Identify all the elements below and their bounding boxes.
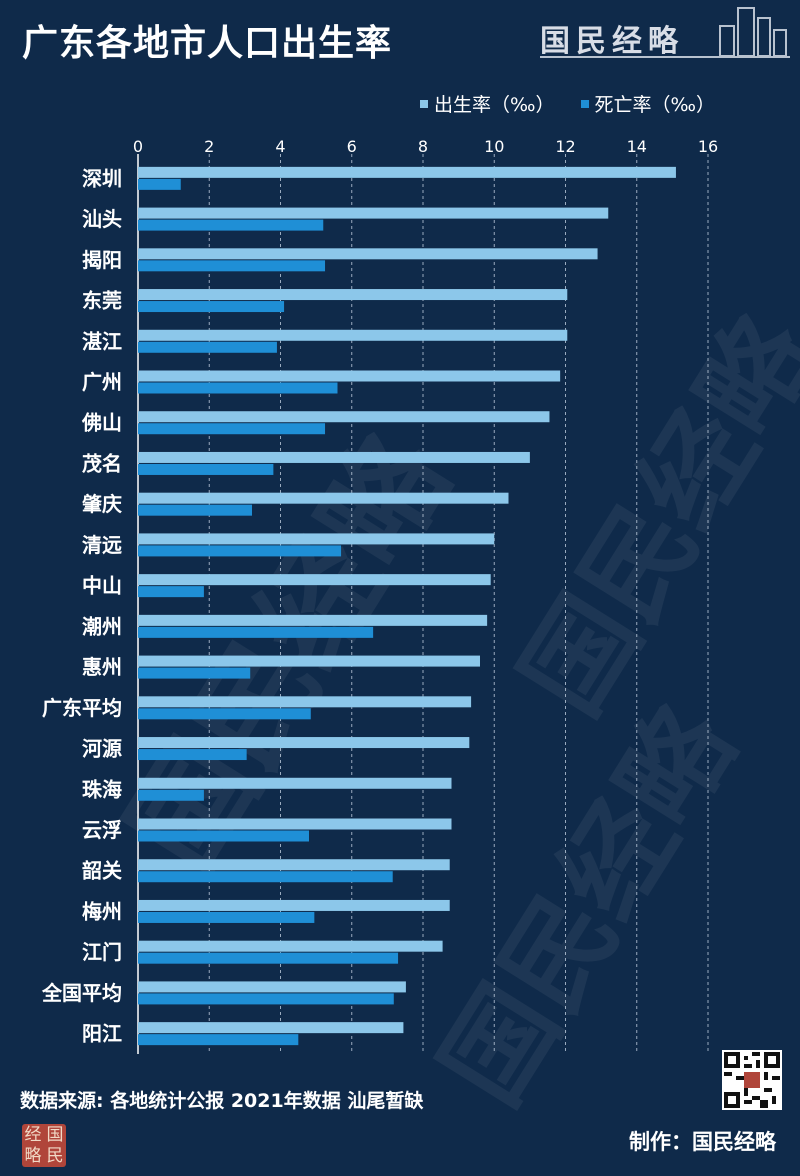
x-tick-label: 16 xyxy=(698,137,718,156)
bar-birth-rate xyxy=(138,737,470,749)
x-tick-label: 10 xyxy=(484,137,504,156)
category-label: 阳江 xyxy=(82,1022,122,1046)
bar-birth-rate xyxy=(138,289,568,301)
maker-credit: 制作：国民经略 xyxy=(629,1130,776,1154)
category-label: 中山 xyxy=(82,574,122,598)
qr-code xyxy=(722,1050,782,1110)
bar-death-rate xyxy=(138,545,342,557)
bar-death-rate xyxy=(138,911,315,923)
bar-birth-rate xyxy=(138,207,609,219)
bar-birth-rate xyxy=(138,329,568,341)
category-label: 江门 xyxy=(82,940,122,964)
bar-birth-rate xyxy=(138,696,472,708)
legend-label-death: 死亡率（‰） xyxy=(594,94,716,116)
bar-birth-rate xyxy=(138,533,495,545)
bar-birth-rate xyxy=(138,859,450,871)
category-label: 河源 xyxy=(82,737,122,761)
bar-death-rate xyxy=(138,219,324,231)
qr-code-icon xyxy=(724,1052,780,1108)
bar-death-rate xyxy=(138,463,274,475)
category-label: 清远 xyxy=(82,533,122,557)
legend-swatch-death xyxy=(580,99,589,108)
bar-birth-rate xyxy=(138,370,561,382)
legend-item-birth: 出生率（‰） xyxy=(420,90,555,117)
bar-death-rate xyxy=(138,260,326,272)
bar-death-rate xyxy=(138,830,309,842)
bar-chart: 0 2 4 6 8 10 12 14 16 深圳汕头揭阳东莞湛江广州佛山茂名肇庆清远中山潮州惠州广… xyxy=(41,137,718,1054)
bar-death-rate xyxy=(138,871,393,883)
x-tick-label: 6 xyxy=(347,137,357,156)
bar-birth-rate xyxy=(138,166,676,178)
x-tick-label: 2 xyxy=(204,137,214,156)
category-label: 惠州 xyxy=(82,655,122,679)
legend: 出生率（‰） 死亡率（‰） xyxy=(420,90,715,117)
legend-swatch-birth xyxy=(420,99,428,108)
legend-label-birth: 出生率（‰） xyxy=(434,94,555,116)
bar-death-rate xyxy=(138,423,326,435)
bar-birth-rate xyxy=(138,411,550,423)
category-label: 湛江 xyxy=(82,329,122,353)
category-label: 揭阳 xyxy=(82,248,122,272)
bar-death-rate xyxy=(138,341,277,353)
bar-birth-rate xyxy=(138,1022,404,1034)
bar-birth-rate xyxy=(138,899,450,911)
bar-birth-rate xyxy=(138,574,491,586)
category-label: 云浮 xyxy=(82,818,122,842)
bar-death-rate xyxy=(138,708,311,720)
x-tick-label: 14 xyxy=(627,137,647,156)
category-label: 梅州 xyxy=(82,899,122,923)
bar-death-rate xyxy=(138,382,338,394)
seal-char: 民 xyxy=(46,1146,64,1166)
bar-death-rate xyxy=(138,1034,299,1046)
seal-char: 经 xyxy=(24,1125,42,1145)
bar-death-rate xyxy=(138,301,285,313)
category-label: 佛山 xyxy=(81,411,122,435)
seal-char: 略 xyxy=(24,1146,42,1166)
bar-birth-rate xyxy=(138,492,509,504)
brand-logo: 国民经略 xyxy=(540,7,790,59)
bar-death-rate xyxy=(138,504,252,516)
seal-logo: 经 国 略 民 xyxy=(22,1124,66,1167)
category-label: 广州 xyxy=(82,370,122,394)
x-tick-label: 4 xyxy=(275,137,285,156)
category-label: 潮州 xyxy=(82,614,122,638)
legend-item-death: 死亡率（‰） xyxy=(580,90,716,117)
bar-birth-rate xyxy=(138,818,452,830)
x-tick-label: 8 xyxy=(418,137,428,156)
seal-char: 国 xyxy=(46,1125,64,1145)
bar-birth-rate xyxy=(138,248,598,260)
chart-title: 广东各地市人口出生率 xyxy=(22,23,393,64)
category-label: 深圳 xyxy=(82,166,122,190)
bar-birth-rate xyxy=(138,614,488,626)
category-label: 韶关 xyxy=(82,859,122,883)
source-note: 数据来源: 各地统计公报 2021年数据 汕尾暂缺 xyxy=(20,1090,424,1112)
bar-birth-rate xyxy=(138,940,443,952)
x-tick-label: 0 xyxy=(133,137,143,156)
bar-death-rate xyxy=(138,667,251,679)
category-label: 肇庆 xyxy=(82,492,122,516)
brand-underline xyxy=(540,56,790,58)
category-label: 汕头 xyxy=(82,207,122,231)
bar-death-rate xyxy=(138,178,181,190)
category-label: 全国平均 xyxy=(41,981,122,1005)
bar-death-rate xyxy=(138,789,204,801)
category-label: 珠海 xyxy=(82,777,122,801)
brand-name: 国民经略 xyxy=(540,24,684,59)
category-label: 广东平均 xyxy=(42,696,122,720)
bar-death-rate xyxy=(138,749,247,761)
category-label: 茂名 xyxy=(82,451,122,475)
bar-birth-rate xyxy=(138,451,530,463)
category-label: 东莞 xyxy=(82,289,122,313)
bar-birth-rate xyxy=(138,777,452,789)
bar-death-rate xyxy=(138,586,204,598)
x-tick-label: 12 xyxy=(555,137,575,156)
bar-death-rate xyxy=(138,952,399,964)
bar-birth-rate xyxy=(138,981,406,993)
bar-death-rate xyxy=(138,993,394,1005)
bar-birth-rate xyxy=(138,655,480,667)
bar-death-rate xyxy=(138,626,374,638)
